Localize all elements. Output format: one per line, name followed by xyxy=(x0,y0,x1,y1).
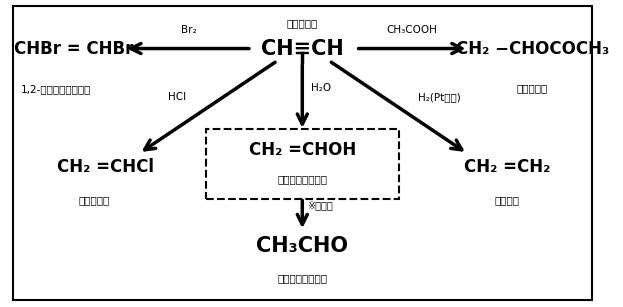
Text: アセチレン: アセチレン xyxy=(287,18,318,28)
Text: CH₂ =CHOH: CH₂ =CHOH xyxy=(249,142,356,159)
Text: 酢酸ビニル: 酢酸ビニル xyxy=(517,83,548,93)
FancyBboxPatch shape xyxy=(12,6,592,300)
Text: CH₃CHO: CH₃CHO xyxy=(256,236,348,256)
Text: CH₃COOH: CH₃COOH xyxy=(387,25,437,36)
Text: エチレン: エチレン xyxy=(495,196,520,206)
Text: 塔化ビニル: 塔化ビニル xyxy=(79,196,110,206)
Text: CH₂ −CHOCOCH₃: CH₂ −CHOCOCH₃ xyxy=(456,40,609,57)
Text: Br₂: Br₂ xyxy=(181,25,196,36)
Text: HCl: HCl xyxy=(168,92,186,102)
Text: H₂O: H₂O xyxy=(312,83,331,93)
Text: アセトアルデヒド: アセトアルデヒド xyxy=(277,273,327,283)
Text: H₂(Pt触媒): H₂(Pt触媒) xyxy=(418,92,461,102)
Text: CH₂ =CHCl: CH₂ =CHCl xyxy=(57,158,154,176)
Text: ※不安定: ※不安定 xyxy=(307,200,333,210)
Text: CH₂ =CH₂: CH₂ =CH₂ xyxy=(464,158,550,176)
Text: 1,2-ジブロモエチレン: 1,2-ジブロモエチレン xyxy=(21,85,91,95)
Text: ビニルアルコール: ビニルアルコール xyxy=(277,174,327,185)
FancyBboxPatch shape xyxy=(206,129,399,199)
Text: CHBr = CHBr: CHBr = CHBr xyxy=(14,40,133,57)
Text: CH≡CH: CH≡CH xyxy=(261,39,344,59)
